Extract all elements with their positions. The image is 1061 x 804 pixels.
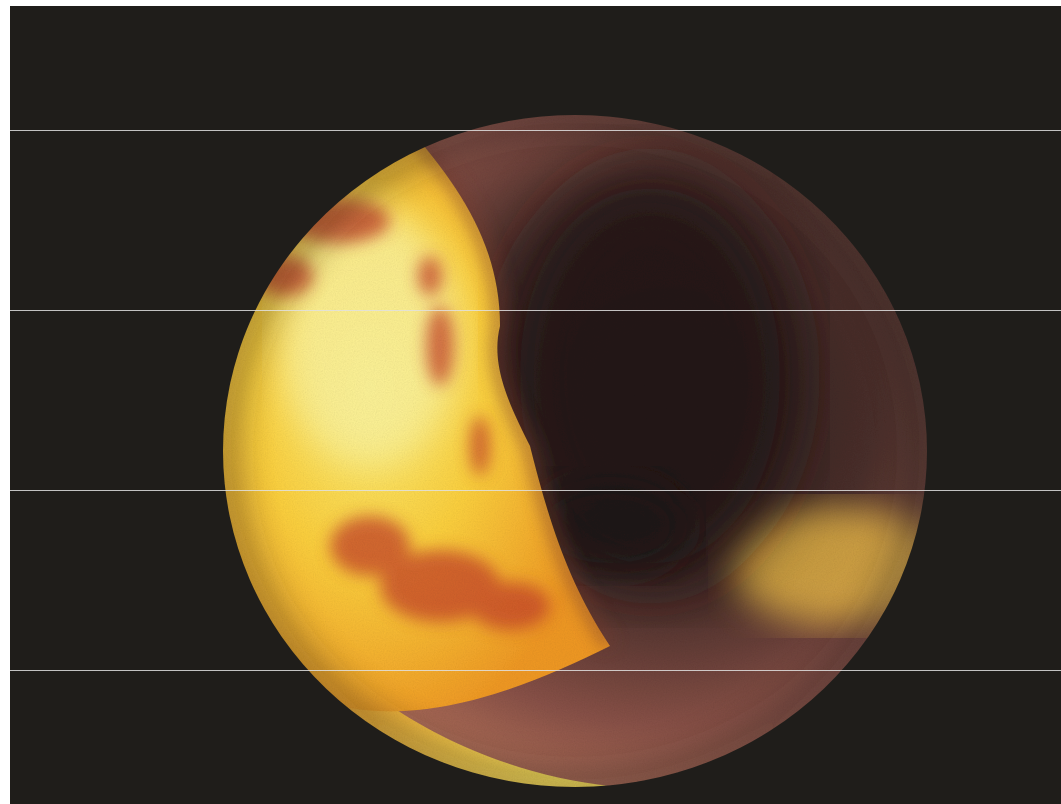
scope-disc [223, 115, 927, 787]
fold-edge-shadow [399, 119, 616, 650]
scanline [10, 310, 1061, 311]
scanline [10, 130, 1061, 131]
scope-view-graphic [223, 115, 927, 787]
endoscope-image [10, 6, 1061, 804]
left-bright-core [280, 206, 460, 466]
scanline [10, 670, 1061, 671]
scanline [10, 490, 1061, 491]
lumen-dark-lower [530, 476, 690, 576]
lumen-dark-center [500, 166, 800, 586]
